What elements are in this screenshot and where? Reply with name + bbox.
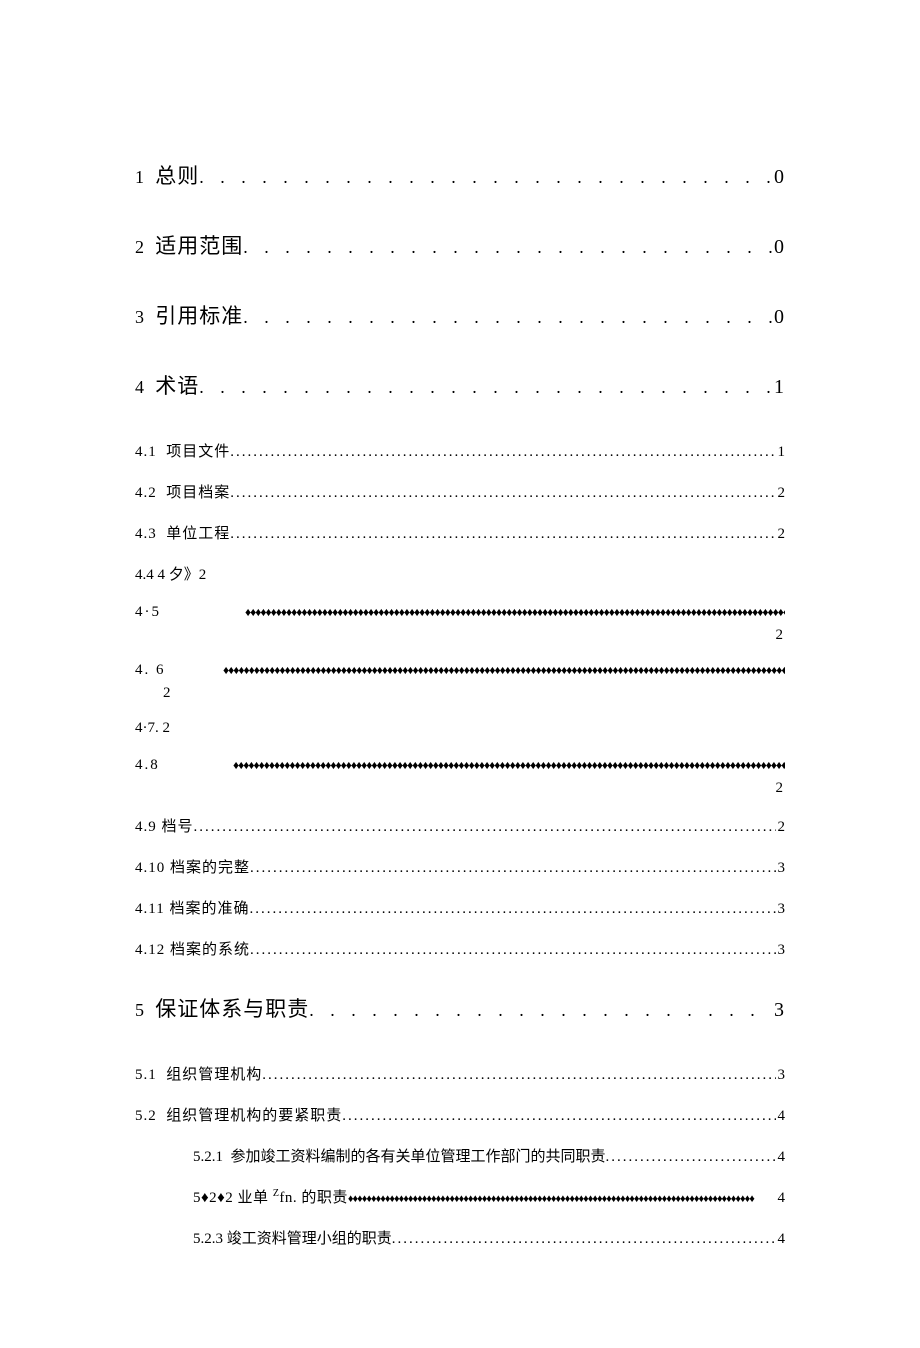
toc-leader: ........................................… (250, 860, 775, 877)
toc-page-num: 1 (772, 376, 785, 399)
toc-page-num: 2 (135, 685, 785, 702)
toc-entry-4-4: 4.4 4 夕》2 (135, 563, 785, 584)
toc-page-num: 3 (776, 1067, 786, 1084)
toc-entry-4-5: 4·5 ♦♦♦♦♦♦♦♦♦♦♦♦♦♦♦♦♦♦♦♦♦♦♦♦♦♦♦♦♦♦♦♦♦♦♦♦… (135, 604, 785, 621)
toc-entry-3: 3 引用标准 . . . . . . . . . . . . . . . . .… (135, 300, 785, 330)
toc-label: 2 适用范围 (135, 230, 243, 260)
toc-label: 3 引用标准 (135, 300, 243, 330)
toc-entry-4-7: 4·7. 2 (135, 720, 785, 737)
toc-label: 4.12 档案的系统 (135, 938, 250, 959)
toc-entry-5-2: 5.2 组织管理机构的要紧职责 ........................… (135, 1104, 785, 1125)
toc-entry-4-10: 4.10 档案的完整 .............................… (135, 856, 785, 877)
toc-entry-5-2-1: 5.2.1 参加竣工资料编制的各有关单位管理工作部门的共同职责 ........… (135, 1145, 785, 1166)
toc-label: 5.2.3 竣工资料管理小组的职责 (193, 1227, 392, 1248)
toc-leader: ........................................… (342, 1108, 775, 1125)
toc-label: 5♦2♦2 业单 Zfn. 的职责 (193, 1186, 348, 1207)
toc-entry-4-2: 4.2 项目档案 ...............................… (135, 481, 785, 502)
toc-label: 1 总则 (135, 160, 199, 190)
toc-page-num: 0 (772, 306, 785, 329)
toc-label: 4.1 项目文件 (135, 440, 230, 461)
toc-leader: ........................................… (262, 1067, 775, 1084)
toc-leader: ........................................… (392, 1231, 776, 1248)
toc-entry-4-1: 4.1 项目文件 ...............................… (135, 440, 785, 461)
toc-label: 4.11 档案的准确 (135, 897, 249, 918)
toc-page-num: 2 (776, 485, 786, 502)
toc-entry-4-6: 4. 6 ♦♦♦♦♦♦♦♦♦♦♦♦♦♦♦♦♦♦♦♦♦♦♦♦♦♦♦♦♦♦♦♦♦♦♦… (135, 662, 785, 679)
toc-label: 5 保证体系与职责 (135, 993, 309, 1023)
toc-leader: ........................................… (230, 485, 775, 502)
toc-label: 4. 6 (135, 662, 205, 679)
toc-label: 4.9 档号 (135, 815, 194, 836)
toc-page-num: 4 (776, 1231, 786, 1248)
toc-leader: . . . . . . . . . . . . . . . . . . . . … (309, 1000, 772, 1021)
toc-leader: . . . . . . . . . . . . . . . . . . . . … (243, 237, 772, 258)
toc-page-num: 3 (776, 942, 786, 959)
toc-entry-4: 4 术语 . . . . . . . . . . . . . . . . . .… (135, 370, 785, 400)
toc-page-num: 2 (135, 627, 785, 644)
toc-page-num: 0 (772, 166, 785, 189)
toc-entry-4-3: 4.3 单位工程 ...............................… (135, 522, 785, 543)
toc-label: 4.2 项目档案 (135, 481, 230, 502)
toc-leader: ........................................… (194, 819, 776, 836)
toc-page-num: 1 (776, 444, 786, 461)
toc-entry-5-1: 5.1 组织管理机构 .............................… (135, 1063, 785, 1084)
toc-leader: ........................................… (249, 901, 775, 918)
toc-page-num: 0 (772, 236, 785, 259)
toc-page-num: 2 (776, 819, 786, 836)
toc-label: 4 术语 (135, 370, 199, 400)
toc-label: 4.10 档案的完整 (135, 856, 250, 877)
toc-leader: ........................................… (230, 444, 775, 461)
toc-page-num: 2 (135, 780, 785, 797)
toc-leader: ........................................… (230, 526, 775, 543)
toc-label: 5.1 组织管理机构 (135, 1063, 262, 1084)
toc-label: 4.8 (135, 757, 205, 774)
toc-leader: . . . . . . . . . . . . . . . . . . . . … (199, 377, 772, 398)
toc-entry-5-2-2: 5♦2♦2 业单 Zfn. 的职责 ♦♦♦♦♦♦♦♦♦♦♦♦♦♦♦♦♦♦♦♦♦♦… (135, 1186, 785, 1207)
toc-label: 5.2 组织管理机构的要紧职责 (135, 1104, 342, 1125)
toc-entry-1: 1 总则 . . . . . . . . . . . . . . . . . .… (135, 160, 785, 190)
toc-page-num: 3 (776, 901, 786, 918)
toc-leader: . . . . . . . . . . . . . . . . . . . . … (199, 167, 772, 188)
toc-leader-diamond: ♦♦♦♦♦♦♦♦♦♦♦♦♦♦♦♦♦♦♦♦♦♦♦♦♦♦♦♦♦♦♦♦♦♦♦♦♦♦♦♦… (348, 1193, 778, 1205)
toc-page-num: 3 (776, 860, 786, 877)
toc-page-num: 4 (776, 1149, 786, 1166)
toc-label: 4.3 单位工程 (135, 522, 230, 543)
toc-page: 1 总则 . . . . . . . . . . . . . . . . . .… (0, 0, 920, 1348)
toc-label: 5.2.1 参加竣工资料编制的各有关单位管理工作部门的共同职责 (193, 1145, 606, 1166)
toc-page-num: 2 (776, 526, 786, 543)
toc-entry-5-2-3: 5.2.3 竣工资料管理小组的职责 ......................… (135, 1227, 785, 1248)
toc-leader: ........................................… (606, 1149, 776, 1166)
toc-label: 4·5 (135, 604, 205, 621)
toc-page-num: 4 (778, 1190, 786, 1207)
toc-leader-diamond: ♦♦♦♦♦♦♦♦♦♦♦♦♦♦♦♦♦♦♦♦♦♦♦♦♦♦♦♦♦♦♦♦♦♦♦♦♦♦♦♦… (245, 605, 785, 620)
toc-entry-4-11: 4.11 档案的准确 .............................… (135, 897, 785, 918)
toc-entry-4-12: 4.12 档案的系统 .............................… (135, 938, 785, 959)
toc-entry-2: 2 适用范围 . . . . . . . . . . . . . . . . .… (135, 230, 785, 260)
toc-leader-diamond: ♦♦♦♦♦♦♦♦♦♦♦♦♦♦♦♦♦♦♦♦♦♦♦♦♦♦♦♦♦♦♦♦♦♦♦♦♦♦♦♦… (233, 758, 785, 773)
toc-leader: ........................................… (250, 942, 775, 959)
toc-entry-4-9: 4.9 档号 .................................… (135, 815, 785, 836)
toc-page-num: 4 (776, 1108, 786, 1125)
toc-page-num: 3 (772, 999, 785, 1022)
toc-leader: . . . . . . . . . . . . . . . . . . . . … (243, 307, 772, 328)
toc-leader-diamond: ♦♦♦♦♦♦♦♦♦♦♦♦♦♦♦♦♦♦♦♦♦♦♦♦♦♦♦♦♦♦♦♦♦♦♦♦♦♦♦♦… (223, 663, 785, 678)
toc-entry-5: 5 保证体系与职责 . . . . . . . . . . . . . . . … (135, 993, 785, 1023)
toc-entry-4-8: 4.8 ♦♦♦♦♦♦♦♦♦♦♦♦♦♦♦♦♦♦♦♦♦♦♦♦♦♦♦♦♦♦♦♦♦♦♦♦… (135, 757, 785, 774)
